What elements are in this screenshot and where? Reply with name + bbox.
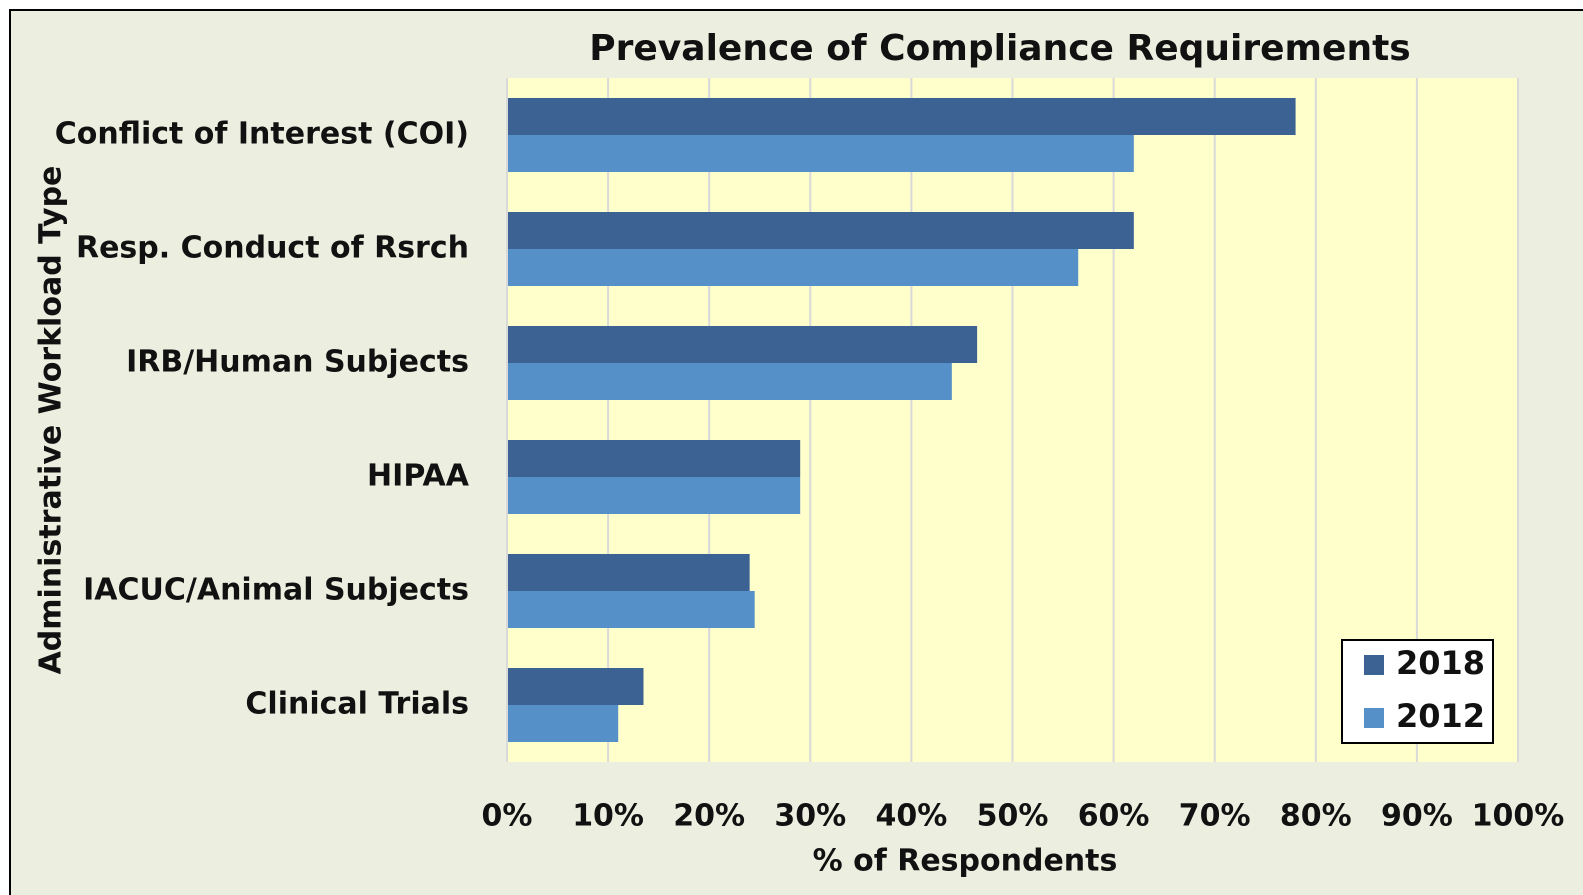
x-tick-label: 40% xyxy=(875,799,947,834)
y-tick-label: HIPAA xyxy=(367,459,470,494)
bar xyxy=(507,98,1296,135)
x-tick-label: 60% xyxy=(1078,799,1150,834)
x-axis-label: % of Respondents xyxy=(813,844,1118,879)
legend-swatch xyxy=(1364,655,1384,675)
y-tick-label: IACUC/Animal Subjects xyxy=(83,573,469,608)
legend-label: 2012 xyxy=(1396,697,1485,735)
bar xyxy=(507,668,644,705)
legend-label: 2018 xyxy=(1396,644,1485,682)
x-tick-label: 70% xyxy=(1179,799,1251,834)
bar xyxy=(507,705,619,742)
bar xyxy=(507,326,978,363)
x-tick-label: 20% xyxy=(673,799,745,834)
bar xyxy=(507,440,801,477)
x-tick-label: 100% xyxy=(1472,799,1565,834)
y-axis-label: Administrative Workload Type xyxy=(34,166,69,675)
x-tick-label: 0% xyxy=(482,799,533,834)
x-tick-label: 50% xyxy=(977,799,1049,834)
x-tick-label: 90% xyxy=(1381,799,1453,834)
bar xyxy=(507,212,1134,249)
chart-title: Prevalence of Compliance Requirements xyxy=(589,28,1410,69)
bar xyxy=(507,135,1134,172)
y-tick-label: Clinical Trials xyxy=(245,687,469,722)
y-tick-label: IRB/Human Subjects xyxy=(126,345,469,380)
bar xyxy=(507,554,750,591)
y-tick-label: Resp. Conduct of Rsrch xyxy=(76,231,469,266)
legend-swatch xyxy=(1364,708,1384,728)
x-tick-label: 30% xyxy=(774,799,846,834)
bar xyxy=(507,363,952,400)
x-tick-label: 10% xyxy=(572,799,644,834)
bar xyxy=(507,477,801,514)
bar xyxy=(507,249,1079,286)
y-tick-label: Conflict of Interest (COI) xyxy=(55,117,469,152)
x-tick-label: 80% xyxy=(1280,799,1352,834)
bar xyxy=(507,591,755,628)
